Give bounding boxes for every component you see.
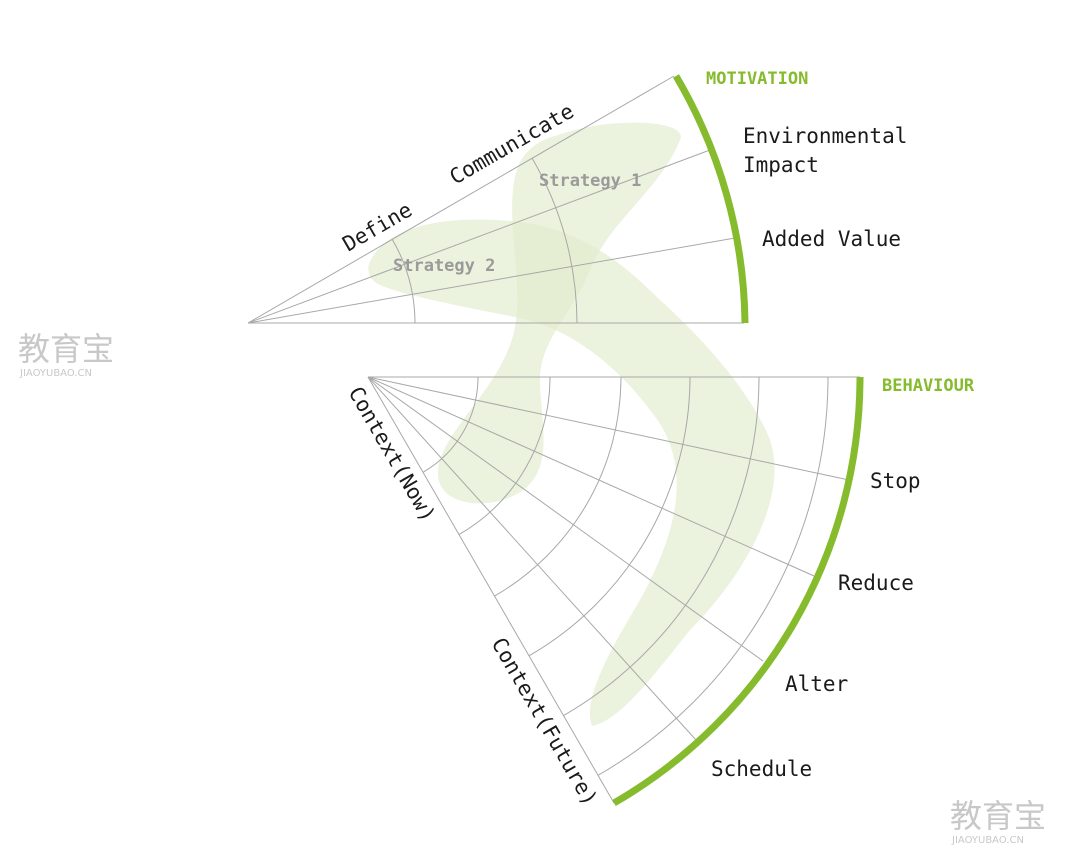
behaviour-label-schedule: Schedule [711, 757, 812, 781]
motivation-arc [531, 157, 578, 324]
motivation-radial-line [247, 75, 675, 324]
behaviour-heading: BEHAVIOUR [882, 376, 975, 396]
motivation-heading: MOTIVATION [706, 69, 808, 89]
watermark-right: 教育宝 JIAOYUBAO.CN [950, 797, 1046, 846]
motivation-label-environmental: Environmental [743, 124, 907, 148]
watermark-left-domain: JIAOYUBAO.CN [19, 368, 92, 379]
watermark-left-logo: 教育宝 [18, 330, 114, 368]
motivation-radial-line [247, 237, 736, 324]
behaviour-arcs [422, 376, 829, 776]
behaviour-arc [458, 376, 551, 536]
motivation-radial-line [247, 149, 711, 324]
behaviour-radial-line [367, 376, 615, 804]
behaviour-arc [494, 376, 622, 597]
motivation-arc [391, 238, 416, 324]
behaviour-accent-arc [612, 376, 864, 807]
behaviour-label-stop: Stop [870, 469, 921, 493]
motivation-label-added-value: Added Value [762, 227, 901, 251]
strategy-2-blob [368, 219, 775, 726]
behaviour-radial-line [367, 376, 764, 662]
behaviour-radial-line [367, 376, 697, 741]
behaviour-arc [563, 376, 760, 717]
strategy-1-label: Strategy 1 [539, 171, 641, 191]
behaviour-label-alter: Alter [785, 672, 848, 696]
watermark-right-logo: 教育宝 [950, 797, 1046, 835]
watermark-left: 教育宝 JIAOYUBAO.CN [18, 330, 114, 379]
motivation-label-impact: Impact [743, 153, 819, 177]
axis-label-context-future: Context(Future) [487, 634, 603, 810]
strategy-blobs [368, 122, 775, 726]
behaviour-arc [528, 376, 691, 657]
strategy-2-label: Strategy 2 [393, 256, 495, 276]
behaviour-radial-line [367, 376, 815, 577]
motivation-fan [247, 75, 744, 324]
motivation-accent-arc [672, 74, 749, 324]
behaviour-arc [422, 376, 479, 473]
behaviour-fan [367, 376, 860, 804]
behaviour-arc [597, 376, 829, 776]
behaviour-radial-line [367, 376, 850, 481]
behaviour-label-reduce: Reduce [838, 571, 914, 595]
watermark-right-domain: JIAOYUBAO.CN [951, 835, 1024, 846]
